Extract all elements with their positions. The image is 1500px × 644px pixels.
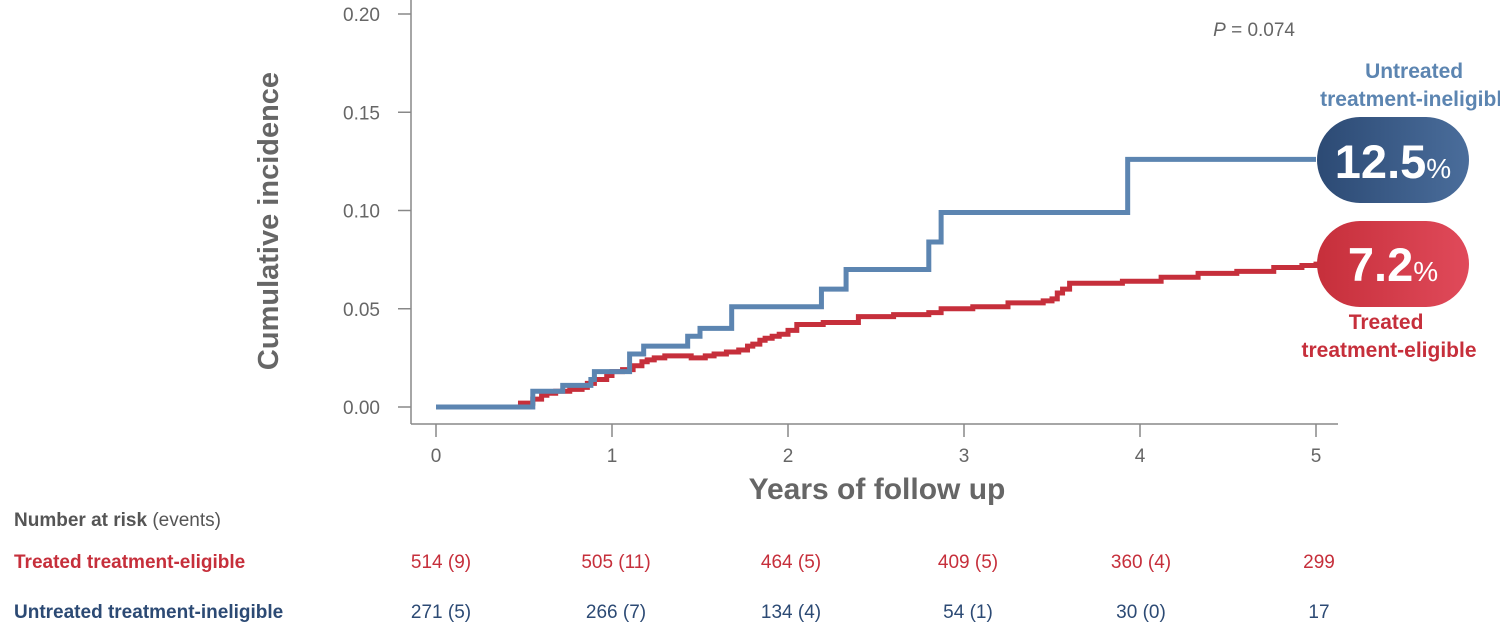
risk-cell: 514 (9) (410, 552, 472, 573)
risk-cell: 299 (1303, 552, 1335, 573)
final-value-badge-untreated (1317, 117, 1469, 203)
y-tick-label: 0.00 (343, 398, 380, 419)
risk-cell: 409 (5) (937, 552, 999, 573)
final-value-badge-treated (1317, 221, 1469, 307)
risk-cell: 17 (1308, 602, 1330, 623)
y-axis: 0.00 0.05 0.10 0.15 0.20 (343, 0, 412, 424)
risk-cell: 54 (1) (943, 602, 993, 623)
x-tick-label: 0 (431, 446, 442, 467)
series-line-untreated (436, 156, 1316, 410)
final-value-treated: 7.2% (1348, 238, 1438, 291)
risk-row-label: Treated treatment-eligible (14, 552, 246, 573)
risk-row-label: Untreated treatment-ineligible (14, 602, 284, 623)
risk-cell: 271 (5) (410, 602, 472, 623)
x-tick-label: 5 (1311, 446, 1322, 467)
x-tick-label: 4 (1135, 446, 1146, 467)
p-value-annotation: P = 0.074 (1213, 20, 1295, 41)
risk-table-title: Number at risk (events) (14, 510, 221, 531)
x-tick-label: 2 (783, 446, 794, 467)
y-axis-title: Cumulative incidence (253, 72, 285, 370)
risk-row-treated: Treated treatment-eligible 514 (9) 505 (… (0, 552, 1500, 582)
y-tick-label: 0.20 (343, 5, 380, 26)
km-chart: 0.00 0.05 0.10 0.15 0.20 0 1 2 3 4 5 Cumulative i… (253, 0, 1500, 506)
risk-cell: 505 (11) (581, 552, 651, 573)
x-axis: 0 1 2 3 4 5 (411, 423, 1338, 467)
y-tick-label: 0.15 (343, 103, 380, 124)
risk-cell: 266 (7) (585, 602, 647, 623)
y-tick-label: 0.10 (343, 202, 380, 223)
x-tick-label: 1 (607, 446, 618, 467)
risk-cell: 30 (0) (1116, 602, 1166, 623)
risk-cell: 134 (4) (760, 602, 822, 623)
series-lines (436, 156, 1319, 410)
x-axis-title: Years of follow up (749, 473, 1006, 506)
final-value-untreated: 12.5% (1335, 135, 1451, 188)
series-label-treated: Treated treatment-eligible (1301, 311, 1476, 362)
risk-cell: 464 (5) (760, 552, 822, 573)
y-tick-label: 0.05 (343, 300, 380, 321)
x-tick-label: 3 (959, 446, 970, 467)
risk-row-untreated: Untreated treatment-ineligible 271 (5) 2… (0, 602, 1500, 632)
risk-cell: 360 (4) (1110, 552, 1172, 573)
series-label-untreated: Untreated treatment-ineligible (1320, 60, 1500, 111)
